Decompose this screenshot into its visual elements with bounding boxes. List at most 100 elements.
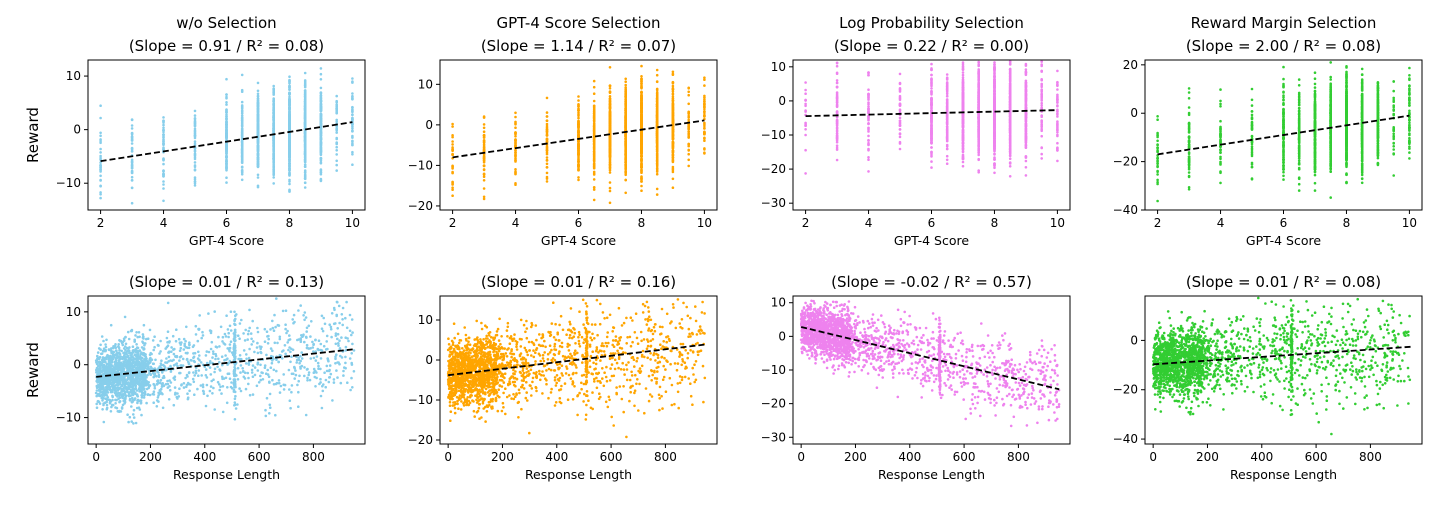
scatter-point — [162, 116, 165, 119]
scatter-point — [545, 171, 549, 175]
scatter-point — [335, 159, 339, 163]
scatter-point — [703, 84, 706, 87]
scatter-point — [624, 154, 627, 157]
scatter-point — [655, 146, 659, 150]
scatter-point — [1056, 134, 1059, 138]
panel-3: Log Probability Selection(Slope = 0.22 /… — [761, 14, 1071, 248]
scatter-point — [687, 116, 690, 119]
scatter-point — [240, 127, 244, 130]
scatter-point — [624, 102, 627, 106]
scatter-point — [130, 147, 134, 150]
scatter-point — [162, 199, 165, 203]
scatter-point — [130, 135, 134, 139]
scatter-point — [451, 183, 454, 186]
scatter-point — [130, 179, 134, 182]
scatter-point — [671, 73, 675, 76]
scatter-point — [256, 131, 260, 135]
scatter-point — [130, 124, 134, 127]
x-tick-label: 10 — [697, 216, 712, 230]
scatter-point — [703, 105, 706, 108]
scatter-point — [319, 118, 323, 121]
scatter-point — [130, 127, 134, 130]
scatter-point — [240, 140, 244, 143]
scatter-point — [288, 164, 291, 167]
scatter-point — [451, 140, 454, 143]
scatter-point — [162, 119, 165, 122]
scatter-point — [256, 160, 260, 163]
scatter-point — [671, 84, 675, 88]
scatter-point — [640, 151, 643, 155]
scatter-point — [671, 70, 675, 74]
scatter-point — [256, 104, 260, 108]
scatter-point — [671, 114, 675, 118]
scatter-point — [256, 148, 260, 152]
scatter-point — [608, 186, 612, 190]
scatter-point — [351, 130, 354, 133]
scatter-point — [930, 166, 933, 169]
scatter-point — [351, 108, 354, 111]
scatter-point — [240, 130, 244, 133]
scatter-point — [272, 168, 276, 171]
scatter-point — [482, 134, 486, 138]
scatter-point — [335, 141, 339, 145]
scatter-point — [1024, 166, 1028, 169]
scatter-point — [256, 81, 260, 85]
scatter-point — [256, 113, 260, 116]
scatter-point — [703, 151, 706, 154]
scatter-point — [640, 148, 643, 152]
scatter-point — [671, 88, 675, 91]
scatter-point — [545, 133, 549, 137]
scatter-point — [608, 87, 612, 90]
scatter-point — [608, 84, 612, 87]
scatter-point — [225, 77, 228, 81]
scatter-point — [624, 163, 627, 167]
scatter-point — [99, 196, 102, 200]
scatter-point — [640, 184, 643, 188]
scatter-point — [545, 145, 549, 148]
scatter-point — [545, 175, 549, 179]
scatter-point — [225, 162, 228, 166]
scatter-point — [592, 107, 596, 111]
scatter-point — [99, 170, 102, 173]
scatter-point — [687, 158, 690, 162]
scatter-point — [592, 178, 596, 181]
scatter-point — [288, 182, 291, 186]
scatter-point — [319, 159, 323, 162]
scatter-point — [335, 149, 339, 152]
scatter-point — [162, 183, 165, 186]
scatter-point — [624, 77, 627, 81]
scatter-point — [99, 193, 102, 196]
scatter-point — [272, 108, 276, 112]
scatter-point — [608, 168, 612, 172]
scatter-point — [319, 153, 323, 157]
scatter-point — [545, 119, 549, 122]
scatter-point — [240, 173, 244, 176]
scatter-point — [335, 153, 339, 156]
panel-2: GPT-4 Score Selection(Slope = 1.14 / R² … — [408, 14, 718, 248]
scatter-point — [655, 162, 659, 166]
scatter-point — [655, 103, 659, 106]
scatter-point — [162, 180, 165, 183]
scatter-point — [608, 159, 612, 163]
scatter-point — [272, 117, 276, 121]
scatter-point — [303, 151, 307, 154]
scatter-point — [514, 115, 517, 119]
scatter-point — [1056, 80, 1059, 84]
scatter-point — [577, 109, 580, 112]
scatter-point — [514, 111, 517, 115]
scatter-point — [99, 131, 102, 135]
scatter-point — [592, 165, 596, 168]
scatter-point — [272, 90, 276, 93]
scatter-point — [162, 158, 165, 161]
scatter-point — [624, 168, 627, 171]
scatter-point — [303, 148, 307, 152]
scatter-point — [671, 177, 675, 181]
scatter-point — [671, 80, 675, 84]
scatter-point — [671, 159, 675, 162]
scatter-point — [514, 160, 517, 163]
scatter-point — [193, 117, 197, 121]
scatter-point — [608, 113, 612, 116]
scatter-point — [655, 136, 659, 140]
scatter-point — [451, 170, 454, 174]
scatter-point — [451, 194, 454, 197]
